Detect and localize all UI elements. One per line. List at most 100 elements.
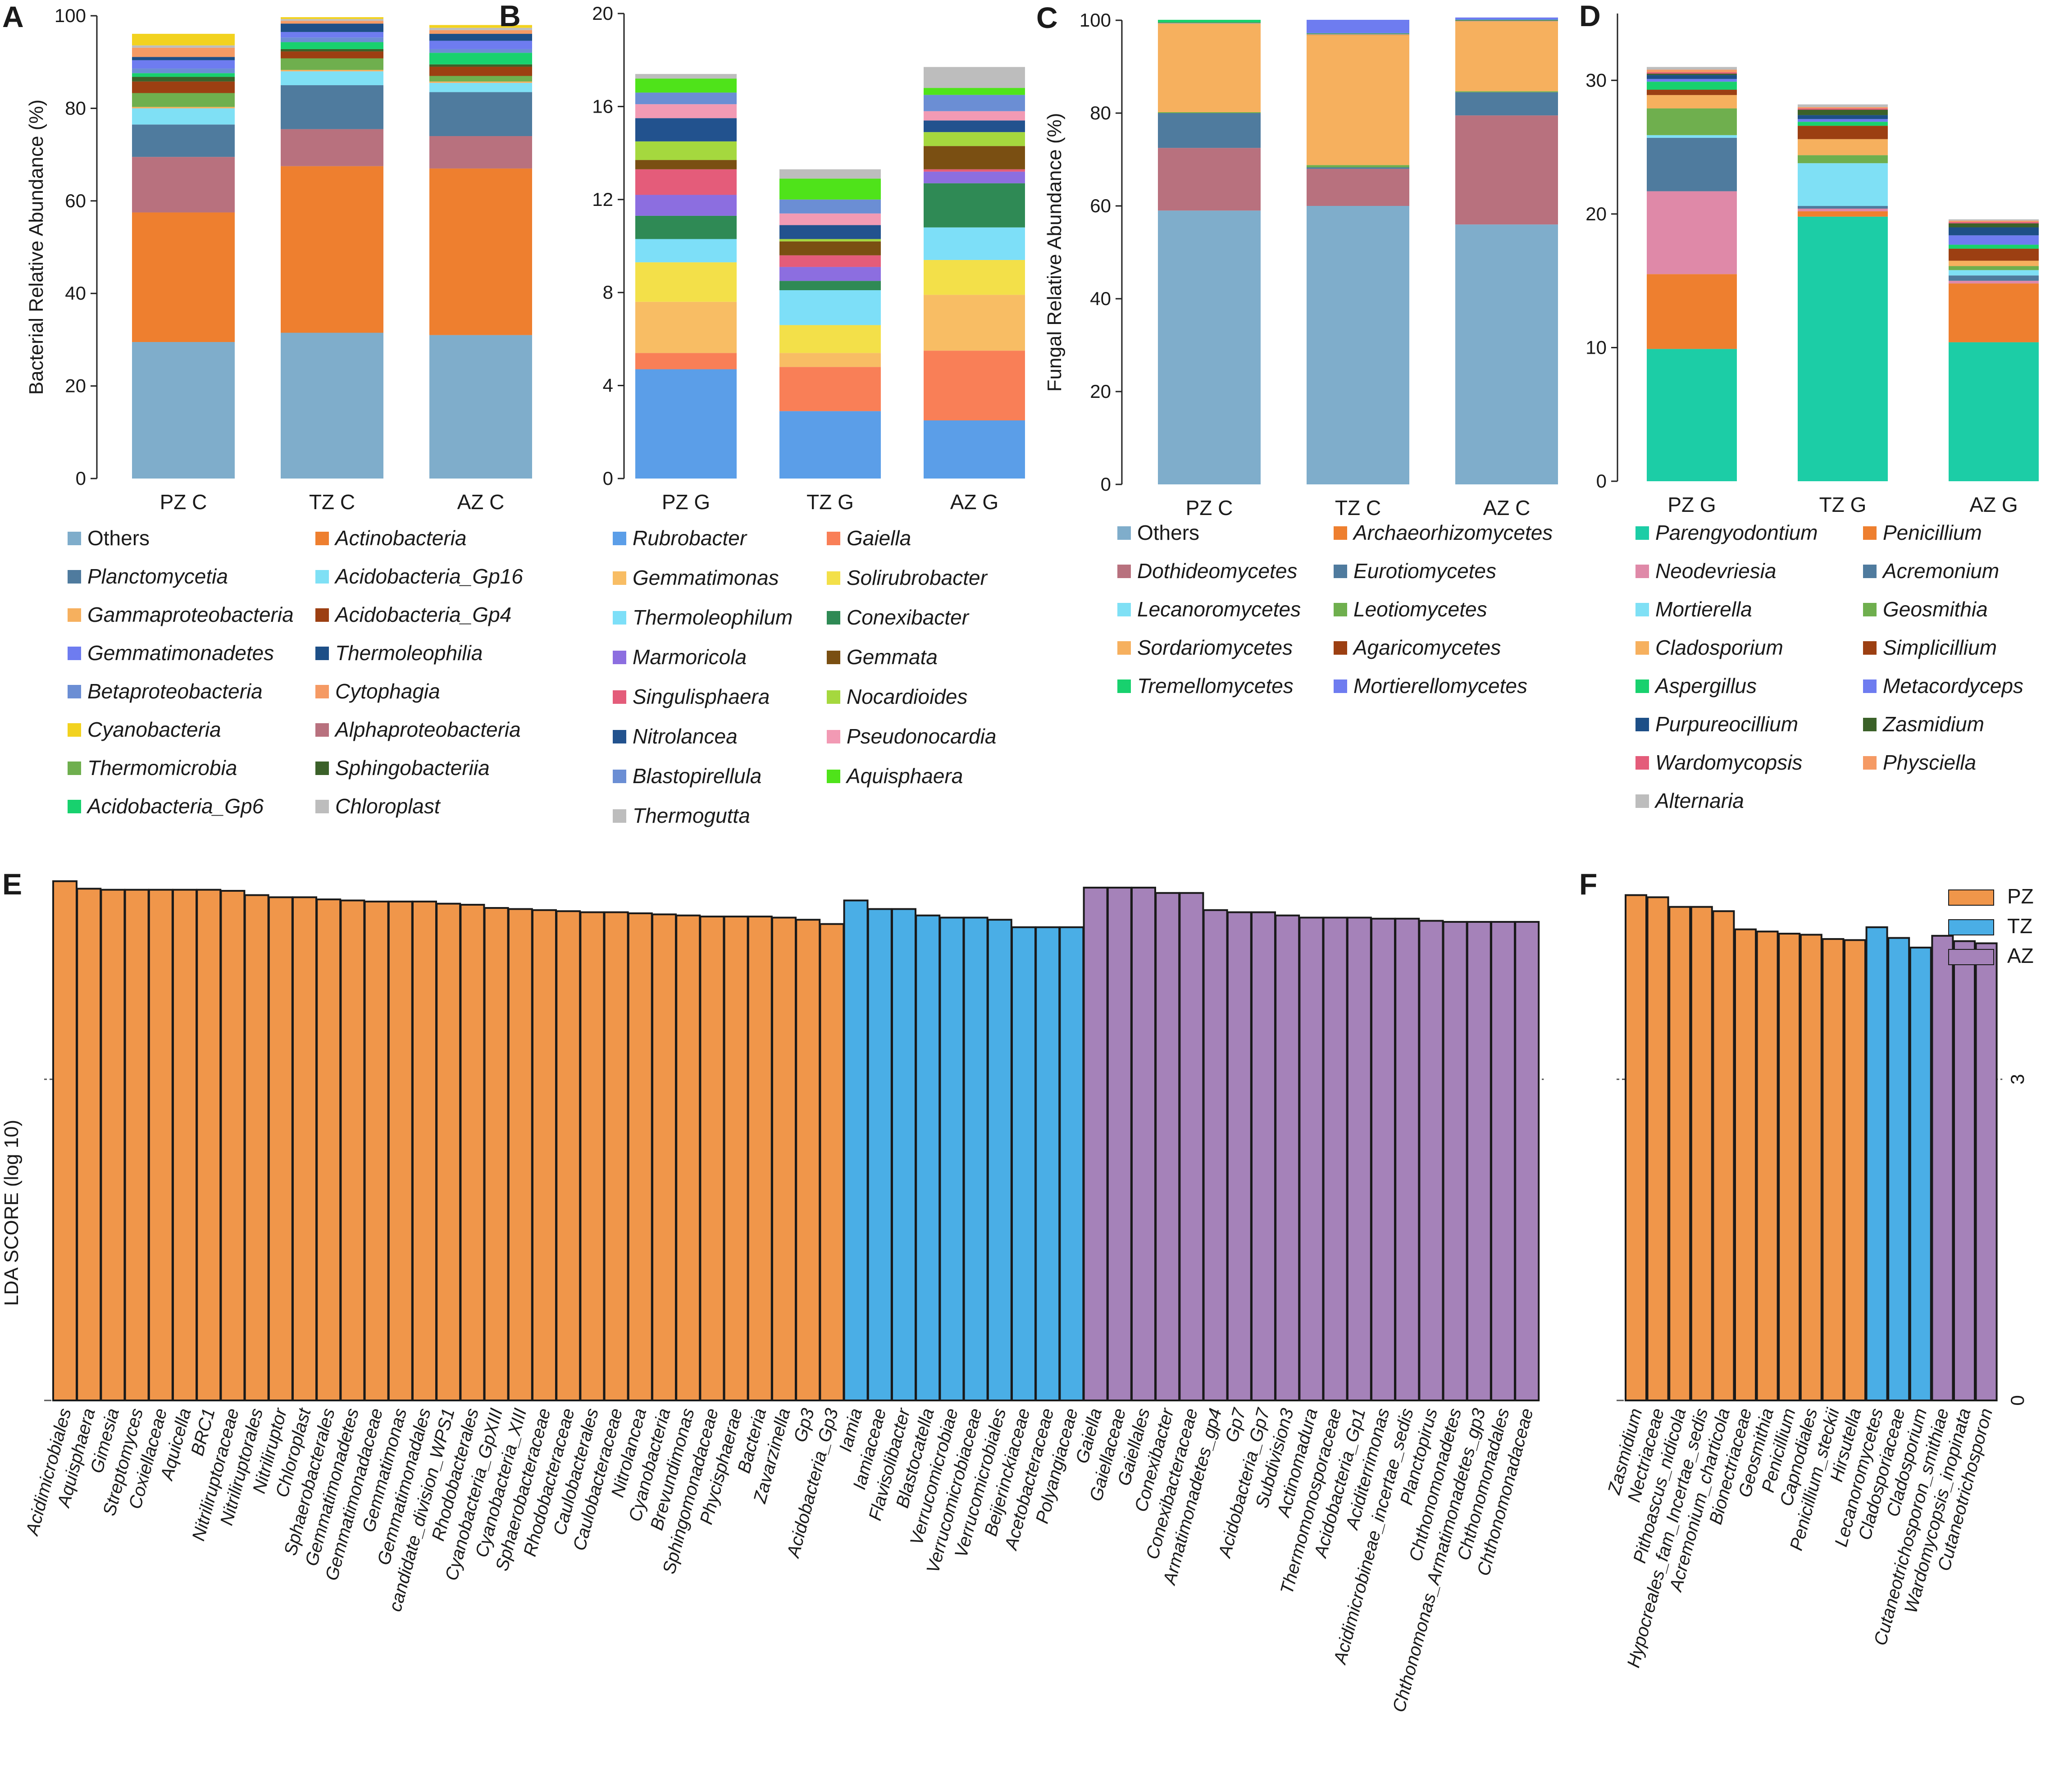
lda-bar	[316, 898, 342, 1401]
legend-label: Solirubrobacter	[847, 566, 988, 589]
bar-segment	[132, 157, 235, 213]
legend-label: AZ	[2007, 944, 2034, 967]
legend-label: Simplicillium	[1883, 636, 1997, 659]
bar-segment	[924, 95, 1025, 111]
lda-bar	[1107, 886, 1132, 1401]
bar-segment	[1949, 275, 2039, 281]
y-tick-label: 60	[1090, 195, 1111, 216]
bar-segment	[1647, 95, 1737, 109]
legend-label: Lecanoromycetes	[1137, 597, 1301, 621]
panel-letter-a: A	[2, 0, 24, 33]
legend-swatch	[1334, 641, 1347, 655]
bar-segment	[429, 30, 532, 34]
bar-segment	[779, 255, 881, 267]
bar-segment	[1455, 224, 1558, 484]
lda-bar	[1844, 939, 1866, 1402]
bar-segment	[1949, 220, 2039, 222]
legend-swatch	[1863, 526, 1877, 540]
legend-label: Leotiomycetes	[1353, 597, 1487, 621]
legend-swatch	[1863, 679, 1877, 693]
bar-segment	[779, 213, 881, 225]
legend-swatch	[1635, 526, 1649, 540]
bar-segment	[1307, 169, 1409, 206]
y-tick-label: 100	[55, 5, 86, 26]
bar-segment	[281, 49, 383, 52]
bar-segment	[779, 411, 881, 479]
bar-segment	[635, 78, 737, 93]
bar-segment	[429, 34, 532, 41]
bar-segment	[1647, 69, 1737, 73]
bar-segment	[635, 141, 737, 160]
bar-segment	[635, 118, 737, 141]
bar-segment	[1158, 113, 1261, 148]
lda-bar	[1298, 917, 1324, 1401]
bar-segment	[1455, 91, 1558, 92]
bar-segment	[924, 260, 1025, 295]
legend-label: Aquisphaera	[845, 764, 963, 788]
legend-label: Thermomicrobia	[87, 756, 237, 780]
legend-swatch	[1635, 603, 1649, 616]
lda-bar	[1322, 917, 1348, 1401]
bar-segment	[1949, 342, 2039, 481]
legend-label: Acidobacteria_Gp4	[334, 603, 511, 626]
bar-segment	[924, 132, 1025, 146]
lda-bar	[1418, 920, 1444, 1401]
legend-swatch	[613, 532, 626, 545]
lda-bar	[1668, 906, 1691, 1401]
lda-bar	[1822, 938, 1845, 1402]
lda-bar	[1490, 921, 1516, 1401]
bar-segment	[429, 136, 532, 169]
bar-segment	[779, 353, 881, 367]
legend-label: Thermoleophilum	[633, 606, 793, 629]
x-category-label: AZ C	[1483, 496, 1531, 520]
bar-segment	[1158, 112, 1261, 113]
legend-label: Gammaproteobacteria	[87, 603, 294, 626]
bar-segment	[1798, 115, 1888, 119]
legend-swatch	[68, 685, 81, 698]
legend-label: Alternaria	[1654, 789, 1744, 812]
legend-label: Cytophagia	[335, 679, 440, 703]
bar-segment	[1647, 90, 1737, 95]
bar-segment	[132, 34, 235, 46]
bar-segment	[1798, 216, 1888, 481]
x-category-label: PZ G	[662, 490, 710, 514]
legend-label: Penicillium	[1883, 521, 1982, 544]
y-tick-label: 3	[2007, 1074, 2028, 1085]
lda-bar	[172, 889, 197, 1401]
lda-bar	[771, 917, 797, 1401]
bar-segment	[1307, 206, 1409, 484]
bar-segment	[281, 85, 383, 129]
legend-swatch	[1117, 526, 1131, 540]
bar-segment	[1647, 72, 1737, 74]
lda-bar	[1734, 928, 1757, 1401]
x-category-label: PZ G	[1667, 493, 1716, 516]
bar-segment	[779, 267, 881, 281]
bar-segment	[1798, 208, 1888, 211]
lda-bar	[1442, 921, 1468, 1401]
lda-bar	[1865, 926, 1888, 1402]
legend-swatch	[613, 611, 626, 625]
legend-swatch	[1635, 718, 1649, 731]
lda-bar	[1646, 896, 1669, 1401]
bar-segment	[924, 67, 1025, 88]
y-axis-title: LDA SCORE (log 10)	[0, 1120, 23, 1306]
bar-segment	[924, 171, 1025, 183]
bar-segment	[779, 281, 881, 291]
legend-label: Cyanobacteria	[87, 718, 221, 741]
lda-bar	[603, 911, 629, 1401]
bar-segment	[1158, 148, 1261, 211]
bar-segment	[924, 111, 1025, 121]
bar-segment	[132, 107, 235, 109]
y-tick-label: 4	[603, 375, 613, 396]
bar-segment	[1949, 235, 2039, 245]
legend-swatch	[827, 651, 840, 664]
bar-segment	[132, 68, 235, 73]
bar-segment	[635, 160, 737, 169]
x-category-label: AZ G	[950, 490, 998, 514]
legend-label: Thermoleophilia	[335, 641, 483, 665]
legend-swatch	[68, 532, 81, 545]
bar-segment	[635, 104, 737, 119]
bar-segment	[1455, 115, 1558, 225]
y-tick-label: 20	[1585, 203, 1607, 224]
lda-bar	[1690, 906, 1713, 1401]
